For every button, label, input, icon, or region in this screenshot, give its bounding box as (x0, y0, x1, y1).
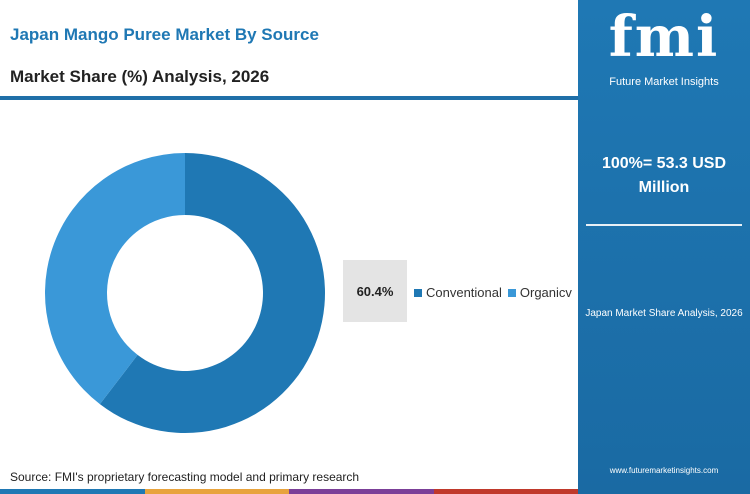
fmi-logo: fmi Future Market Insights (578, 0, 750, 98)
chart-title: Japan Mango Puree Market By Source (10, 25, 319, 44)
legend-label-organic: Organicv (519, 285, 572, 300)
bottom-bar-segment (433, 489, 578, 494)
legend-item-organic: Organicv (507, 285, 572, 300)
legend-label-conventional: Conventional (426, 285, 502, 300)
logo-wordmark: fmi (608, 4, 720, 70)
legend: Conventional Organicv (414, 285, 572, 300)
side-panel: fmi Future Market Insights 100%= 53.3 US… (578, 0, 750, 494)
market-total-line2: Million (638, 179, 690, 196)
logo-tagline: Future Market Insights (609, 76, 719, 88)
data-label-box: 60.4% (343, 260, 407, 322)
chart-subtitle: Market Share (%) Analysis, 2026 (10, 67, 270, 86)
bottom-bar-segment (0, 489, 145, 494)
header-divider (0, 96, 578, 100)
donut-chart (44, 153, 325, 434)
source-note: Source: FMI's proprietary forecasting mo… (10, 470, 360, 484)
bottom-bar-segment (144, 489, 289, 494)
legend-item-conventional: Conventional (414, 285, 502, 300)
slice-organic (44, 153, 186, 405)
bottom-color-bar (0, 489, 578, 494)
legend-swatch-organic (507, 288, 516, 297)
website-link[interactable]: www.futuremarketinsights.com (609, 466, 719, 475)
legend-swatch-conventional (414, 288, 422, 297)
panel-divider (586, 224, 742, 226)
panel-caption: Japan Market Share Analysis, 2026 (585, 308, 743, 319)
slice-conventional (99, 153, 325, 434)
market-total: 100%= 53.3 USD Million (578, 152, 750, 200)
bottom-bar-segment (289, 489, 434, 494)
market-total-line1: 100%= 53.3 USD (601, 155, 727, 172)
data-label-conventional: 60.4% (356, 283, 394, 299)
